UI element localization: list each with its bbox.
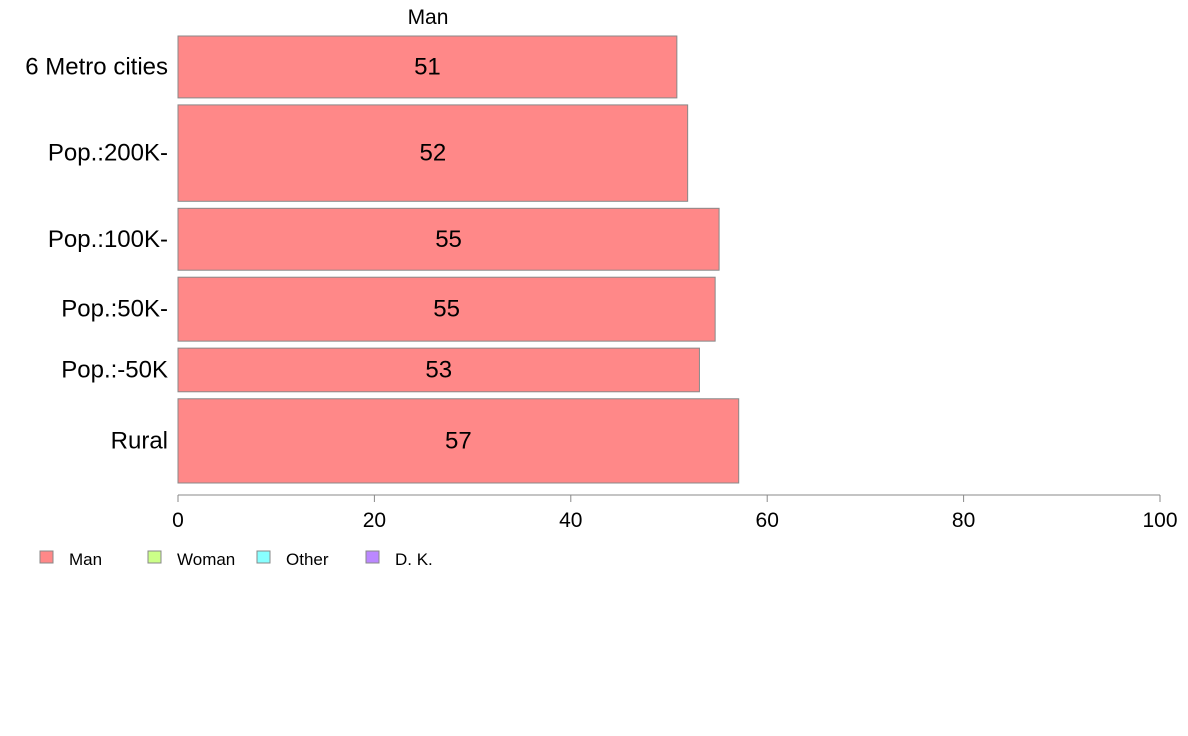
legend-label: Man <box>69 550 102 569</box>
bar-value-label: 52 <box>419 140 446 167</box>
bar-value-label: 55 <box>433 296 460 323</box>
category-label: Pop.:200K- <box>48 140 168 167</box>
category-label: Pop.:-50K <box>61 356 168 383</box>
legend-label: Woman <box>177 550 235 569</box>
bar-value-label: 51 <box>414 53 441 80</box>
category-label: 6 Metro cities <box>25 53 168 80</box>
category-label: Rural <box>111 427 168 454</box>
bars-group: 6 Metro cities 51 Pop.:200K- 52 Pop.:100K- 55… <box>25 35 740 484</box>
bar-value-label: 55 <box>435 226 462 253</box>
bar-value-label: 57 <box>445 427 472 454</box>
category-label: Pop.:50K- <box>61 296 168 323</box>
bar-value-label: 53 <box>425 356 452 383</box>
legend: Man Woman Other D. K. <box>39 550 433 569</box>
x-tick-label: 60 <box>756 509 779 532</box>
legend-swatch <box>256 550 271 564</box>
category-label: Pop.:100K- <box>48 226 168 253</box>
bar <box>177 35 678 99</box>
legend-swatch <box>39 550 54 564</box>
x-tick-label: 20 <box>363 509 386 532</box>
x-tick-label: 0 <box>172 509 184 532</box>
x-tick-label: 40 <box>559 509 582 532</box>
legend-label: Other <box>286 550 329 569</box>
x-axis: 0 20 40 60 80 100 <box>172 494 1178 532</box>
bar <box>177 347 700 393</box>
legend-swatch <box>147 550 162 564</box>
legend-swatch <box>365 550 380 564</box>
bar <box>177 276 716 342</box>
bar <box>177 207 720 271</box>
bar <box>177 398 740 484</box>
x-tick-label: 80 <box>952 509 975 532</box>
legend-label: D. K. <box>395 550 433 569</box>
bar <box>177 104 689 202</box>
series-title: Man <box>408 6 449 29</box>
x-tick-label: 100 <box>1142 509 1177 532</box>
